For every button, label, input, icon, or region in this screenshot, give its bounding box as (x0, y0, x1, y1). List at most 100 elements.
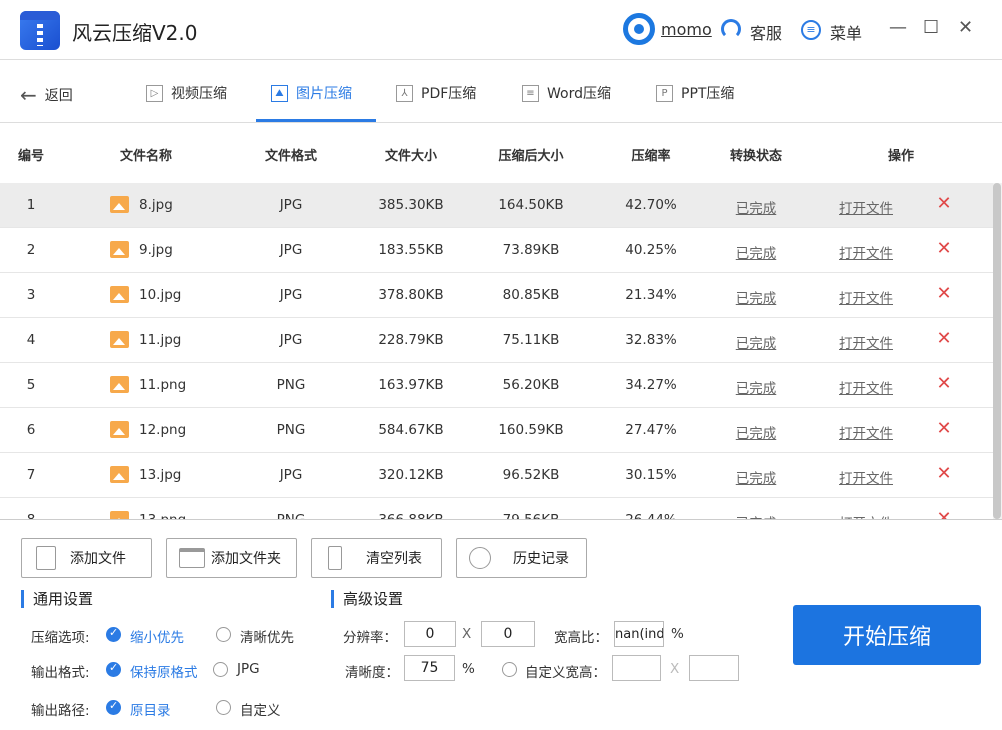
output-path-label: 输出路径: (31, 703, 90, 719)
row-open-file-link[interactable]: 打开文件 (839, 246, 893, 262)
row-open-file-link[interactable]: 打开文件 (839, 471, 893, 487)
option-custom-dir[interactable]: 自定义 (240, 703, 281, 719)
row-filename: 8.jpg (139, 197, 173, 213)
row-compressed-size: 164.50KB (498, 197, 564, 213)
clarity-input[interactable] (404, 655, 455, 681)
row-format: JPG (279, 242, 303, 258)
start-compress-button[interactable]: 开始压缩 (793, 605, 981, 665)
table-row[interactable]: 2 9.jpg JPG 183.55KB 73.89KB 40.25% 已完成 打开文件 ✕ (0, 228, 993, 273)
row-index: 5 (26, 377, 36, 393)
row-index: 2 (26, 242, 36, 258)
option-keep-format[interactable]: 保持原格式 (130, 665, 198, 681)
username-link[interactable]: momo (661, 20, 712, 39)
option-original-dir[interactable]: 原目录 (130, 703, 171, 719)
radio-custom-size[interactable] (502, 662, 517, 677)
row-open-file-link[interactable]: 打开文件 (839, 426, 893, 442)
resolution-width-input[interactable] (404, 621, 456, 647)
image-file-icon (110, 421, 129, 438)
delete-icon[interactable]: ✕ (936, 463, 952, 484)
col-status: 转换状态 (729, 149, 783, 164)
output-format-label: 输出格式: (31, 665, 90, 681)
row-filename: 10.jpg (139, 287, 182, 303)
table-row[interactable]: 5 11.png PNG 163.97KB 56.20KB 34.27% 已完成 打开文件 ✕ (0, 363, 993, 408)
aspect-ratio-input[interactable] (614, 621, 664, 647)
resolution-height-input[interactable] (481, 621, 535, 647)
add-folder-button[interactable]: 添加文件夹 (166, 538, 297, 578)
advanced-settings-title: 高级设置 (331, 590, 403, 608)
option-jpg[interactable]: JPG (237, 661, 260, 677)
row-compressed-size: 56.20KB (502, 377, 560, 393)
delete-icon[interactable]: ✕ (936, 373, 952, 394)
row-open-file-link[interactable]: 打开文件 (839, 381, 893, 397)
tab-image[interactable]: ⛰ 图片压缩 (271, 83, 352, 103)
delete-icon[interactable]: ✕ (936, 283, 952, 304)
radio-original-dir[interactable] (106, 699, 121, 715)
table-header: 编号 文件名称 文件格式 文件大小 压缩后大小 压缩率 转换状态 操作 (0, 123, 1002, 183)
menu-button[interactable]: 菜单 (830, 24, 863, 43)
delete-icon[interactable]: ✕ (936, 193, 952, 214)
row-status-link[interactable]: 已完成 (735, 471, 777, 487)
option-clarity-first[interactable]: 清晰优先 (240, 630, 294, 646)
row-status-link[interactable]: 已完成 (736, 512, 777, 519)
scrollbar-thumb[interactable] (993, 183, 1001, 519)
table-row[interactable]: 1 8.jpg JPG 385.30KB 164.50KB 42.70% 已完成 打开文件 ✕ (0, 183, 993, 228)
row-filename: 9.jpg (139, 242, 173, 258)
clarity-label: 清晰度： (345, 665, 399, 681)
table-row[interactable]: 4 11.jpg JPG 228.79KB 75.11KB 32.83% 已完成 打开文件 ✕ (0, 318, 993, 363)
radio-clarity-first[interactable] (216, 627, 231, 642)
custom-x-separator: X (670, 661, 680, 677)
row-status-link[interactable]: 已完成 (735, 426, 777, 442)
table-row[interactable]: 6 12.png PNG 584.67KB 160.59KB 27.47% 已完成 打开文件 ✕ (0, 408, 993, 453)
row-index: 4 (26, 332, 36, 348)
tab-video[interactable]: ▷ 视频压缩 (146, 83, 227, 103)
row-format: PNG (276, 377, 306, 393)
headset-icon[interactable] (721, 19, 741, 39)
delete-icon[interactable]: ✕ (936, 508, 952, 519)
menu-list-icon[interactable]: ≡ (801, 20, 821, 40)
row-filename: 13.png (139, 512, 186, 519)
radio-shrink-first[interactable] (106, 626, 121, 642)
table-row[interactable]: 7 13.jpg JPG 320.12KB 96.52KB 30.15% 已完成 打开文件 ✕ (0, 453, 993, 498)
maximize-button[interactable]: ☐ (923, 17, 940, 38)
custom-size-label: 自定义宽高： (525, 665, 606, 681)
row-status-link[interactable]: 已完成 (735, 381, 777, 397)
delete-icon[interactable]: ✕ (936, 328, 952, 349)
radio-keep-format[interactable] (106, 661, 121, 677)
image-file-icon (110, 376, 129, 393)
row-open-file-link[interactable]: 打开文件 (839, 336, 893, 352)
tab-ppt[interactable]: P PPT压缩 (656, 83, 734, 103)
service-button[interactable]: 客服 (750, 24, 783, 43)
back-button[interactable]: ← 返回 (20, 83, 73, 107)
title-bar (0, 0, 1002, 60)
user-avatar[interactable] (623, 13, 655, 45)
radio-custom-dir[interactable] (216, 700, 231, 715)
table-row[interactable]: 8 13.png PNG 366.88KB 79.56KB 26.44% 已完成 打开文件 ✕ (0, 498, 993, 519)
row-status-link[interactable]: 已完成 (735, 246, 777, 262)
custom-width-input[interactable] (612, 655, 661, 681)
delete-icon[interactable]: ✕ (936, 238, 952, 259)
row-open-file-link[interactable]: 打开文件 (839, 201, 893, 217)
col-size: 文件大小 (384, 149, 438, 164)
table-row[interactable]: 3 10.jpg JPG 378.80KB 80.85KB 21.34% 已完成 打开文件 ✕ (0, 273, 993, 318)
tab-word[interactable]: ≡ Word压缩 (522, 83, 611, 103)
row-index: 8 (27, 512, 36, 519)
custom-height-input[interactable] (689, 655, 739, 681)
radio-jpg[interactable] (213, 662, 228, 677)
row-ratio: 34.27% (625, 377, 677, 393)
row-index: 3 (26, 287, 36, 303)
row-open-file-link[interactable]: 打开文件 (839, 512, 893, 519)
delete-icon[interactable]: ✕ (936, 418, 952, 439)
row-status-link[interactable]: 已完成 (735, 201, 777, 217)
option-shrink-first[interactable]: 缩小优先 (130, 630, 184, 646)
close-button[interactable]: ✕ (958, 17, 974, 38)
history-button[interactable]: 历史记录 (456, 538, 587, 578)
row-open-file-link[interactable]: 打开文件 (839, 291, 893, 307)
row-status-link[interactable]: 已完成 (735, 291, 777, 307)
minimize-button[interactable]: — (889, 17, 907, 38)
tab-pdf[interactable]: ⅄ PDF压缩 (396, 83, 476, 103)
clear-list-button[interactable]: 清空列表 (311, 538, 442, 578)
add-file-button[interactable]: 添加文件 (21, 538, 152, 578)
clarity-percent: % (462, 661, 475, 677)
row-status-link[interactable]: 已完成 (735, 336, 777, 352)
aspect-ratio-label: 宽高比： (554, 630, 608, 646)
